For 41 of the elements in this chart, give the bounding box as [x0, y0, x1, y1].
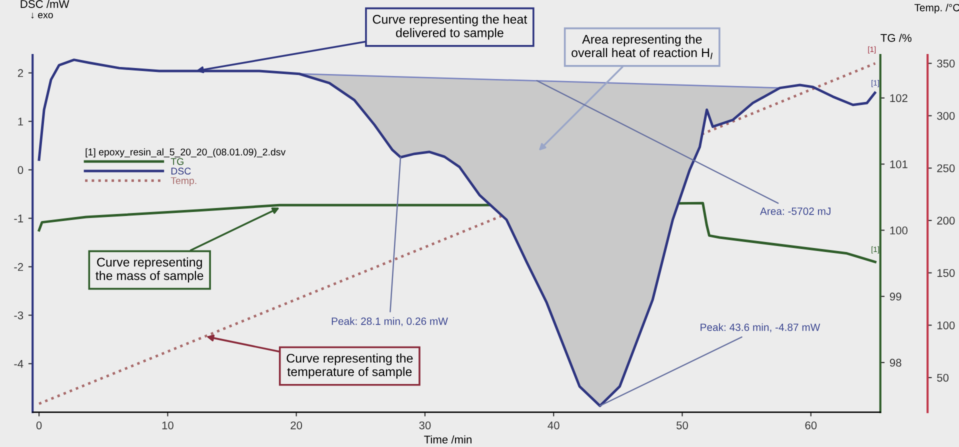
text: Temp. [170, 177, 196, 186]
x-tick-label: 50 [676, 421, 688, 430]
y2-tick-label: 99 [890, 292, 902, 301]
y-tick-label: -4 [14, 360, 24, 368]
text: ↓ exo [31, 12, 53, 18]
x-tick-label: 30 [419, 421, 431, 430]
y-tick-label: -2 [14, 263, 24, 271]
y3-tick-label: 50 [937, 374, 949, 382]
annotation: Area: -5702 mJ [760, 208, 830, 215]
y-tick-label: 1 [18, 118, 24, 126]
annotation: Peak: 43.6 min, -4.87 mW [700, 323, 820, 332]
y-tick-label: -3 [14, 311, 24, 320]
x-tick-label: 40 [548, 421, 560, 430]
y2-tick-label: 101 [890, 160, 908, 168]
text: DSC [171, 168, 191, 175]
x-axis-title: Time /min [424, 435, 472, 444]
y3-tick-label: 250 [937, 164, 955, 172]
annotation: Peak: 28.1 min, 0.26 mW [332, 317, 448, 326]
y2-axis-title: TG /% [880, 34, 912, 42]
y-tick-label: 0 [18, 166, 24, 174]
y2-tick-label: 100 [890, 226, 908, 234]
y3-tick-label: 150 [937, 269, 955, 277]
x-tick-label: 60 [805, 421, 817, 430]
y-tick-label: -1 [14, 214, 24, 222]
x-tick-label: 20 [290, 421, 302, 430]
y3-tick-label: 200 [937, 216, 955, 225]
annotation: Curve representing the mass of sample [96, 257, 204, 283]
y2-tick-label: 98 [890, 358, 902, 367]
x-tick-label: 10 [162, 421, 174, 430]
annotation: Area representing the overall heat of reaction H$_{I}$ [572, 34, 713, 60]
y3-tick-label: 300 [937, 112, 955, 120]
y-axis-title: DSC /mW [20, 0, 70, 8]
y3-tick-label: 350 [937, 60, 955, 68]
x-tick-label: 0 [36, 421, 42, 430]
legend-title: [1] epoxy_resin_al_5_20_20_(08.01.09)_2.dsv [86, 148, 286, 158]
y-tick-label: 2 [18, 69, 24, 77]
text: TG [170, 158, 184, 166]
annotation: Curve representing the temperature of sample [286, 354, 413, 379]
y2-tick-label: 102 [890, 94, 908, 102]
annotation: Curve representing the heat delivered to sample [372, 14, 528, 40]
y3-tick-label: 100 [937, 321, 955, 330]
